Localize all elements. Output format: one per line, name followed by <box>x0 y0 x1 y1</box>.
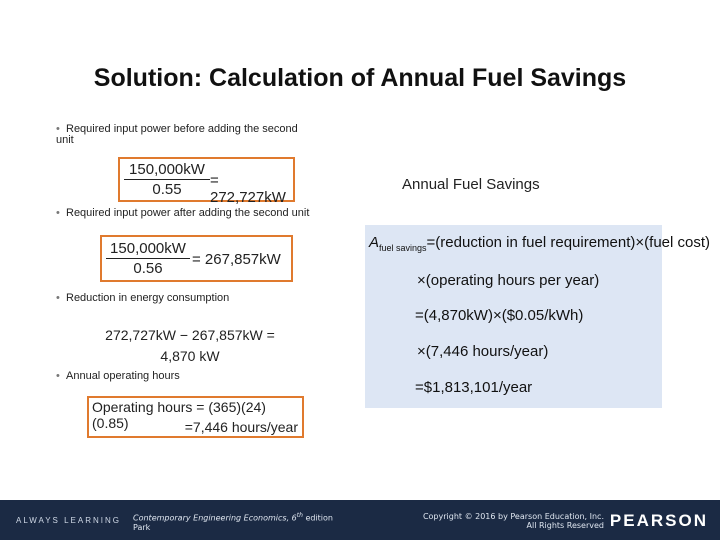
panel-line-3: =(4,870kW)×($0.05/kWh) <box>415 307 584 324</box>
copyright-line-1: Copyright © 2016 by Pearson Education, I… <box>422 512 604 521</box>
savings-subscript: fuel savings <box>379 243 427 253</box>
bullet-energy-reduction: • Reduction in energy consumption <box>56 293 316 304</box>
operating-hours-box: Operating hours = (365)(24)(0.85) =7,446… <box>87 396 304 438</box>
book-citation: Contemporary Engineering Economics, 6th … <box>133 512 333 532</box>
bullet-input-power-after: • Required input power after adding the s… <box>56 208 316 219</box>
panel-line-5: =$1,813,101/year <box>415 379 533 396</box>
savings-symbol: A <box>369 234 380 251</box>
bullet-text: Required input power after adding the se… <box>66 207 310 219</box>
fraction: 150,000kW 0.56 <box>106 240 190 277</box>
fraction: 150,000kW 0.55 <box>124 161 210 198</box>
equation-line-2: 4,870 kW <box>160 348 220 364</box>
bullet-dot: • <box>56 123 60 135</box>
bullet-text: Annual operating hours <box>66 370 180 382</box>
equation-result: = 272,727kW <box>210 172 286 206</box>
equation-line-1: 272,727kW − 267,857kW = <box>105 327 275 343</box>
numerator: 150,000kW <box>110 240 186 257</box>
edition-text: edition <box>302 513 333 523</box>
bullet-text: Required input power before adding the s… <box>56 123 298 146</box>
equation-line-1: Operating hours = (365)(24)(0.85) <box>92 399 266 431</box>
denominator: 0.55 <box>152 181 182 198</box>
panel-line-4: ×(7,446 hours/year) <box>417 343 549 360</box>
book-title: Contemporary Engineering Economics, 6 <box>133 513 297 523</box>
copyright-text: Copyright © 2016 by Pearson Education, I… <box>423 512 604 530</box>
bullet-input-power-before: • Required input power before adding the … <box>56 124 316 146</box>
panel-line-1-text: =(reduction in fuel requirement)×(fuel c… <box>426 234 711 251</box>
panel-line-2: ×(operating hours per year) <box>417 272 600 289</box>
bullet-operating-hours: • Annual operating hours <box>56 371 316 382</box>
always-learning-text: ALWAYS LEARNING <box>16 516 121 525</box>
annual-fuel-savings-label: Annual Fuel Savings <box>402 176 540 193</box>
equation-box-before: 150,000kW 0.55 = 272,727kW <box>118 157 295 206</box>
equation-box-after: 150,000kW 0.56 = 267,857kW <box>100 235 293 282</box>
edition-sup: th <box>296 512 303 519</box>
footer-bar: ALWAYS LEARNING Contemporary Engineering… <box>0 500 720 540</box>
bullet-dot: • <box>56 207 60 219</box>
energy-reduction-equation: 272,727kW − 267,857kW = 4,870 kW <box>90 325 290 367</box>
bullet-text: Reduction in energy consumption <box>66 292 230 304</box>
equation-result: = 267,857kW <box>192 251 281 268</box>
fuel-savings-panel: Afuel savings=(reduction in fuel require… <box>365 225 710 408</box>
numerator: 150,000kW <box>129 161 205 178</box>
panel-line-1: Afuel savings=(reduction in fuel require… <box>369 234 710 253</box>
author-text: Park <box>133 522 151 532</box>
denominator: 0.56 <box>133 260 163 277</box>
pearson-logo: PEARSON <box>609 511 708 530</box>
fraction-bar <box>106 258 190 259</box>
bullet-dot: • <box>56 292 60 304</box>
slide-title: Solution: Calculation of Annual Fuel Sav… <box>93 64 627 92</box>
copyright-line-2: All Rights Reserved <box>526 521 604 530</box>
fraction-bar <box>124 179 210 180</box>
equation-line-2: =7,446 hours/year <box>184 419 298 435</box>
bullet-dot: • <box>56 370 60 382</box>
